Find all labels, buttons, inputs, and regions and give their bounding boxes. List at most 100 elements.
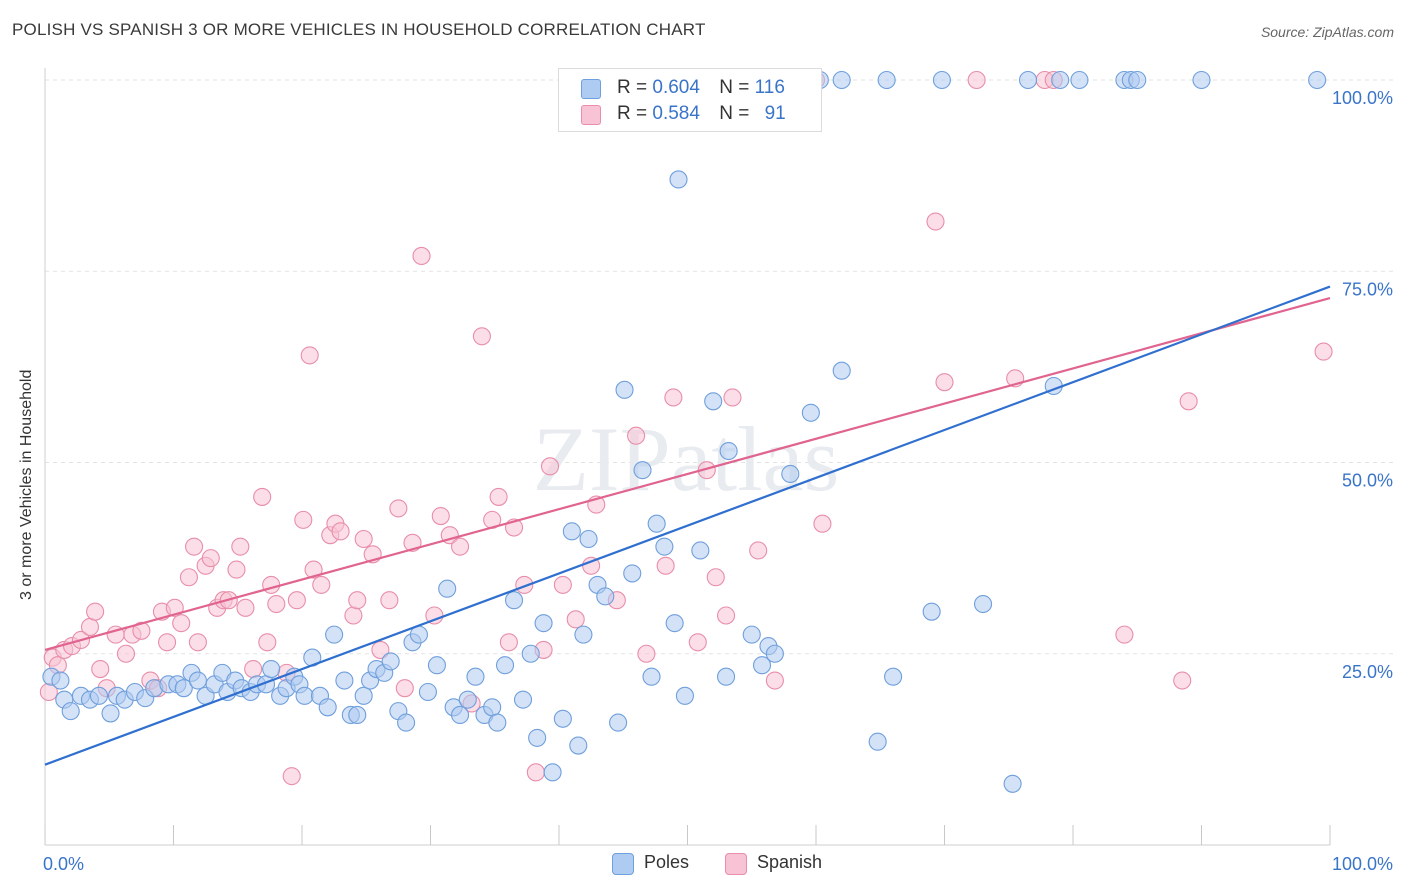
data-point-poles bbox=[647, 514, 666, 533]
data-point-poles bbox=[174, 679, 193, 698]
data-point-poles bbox=[716, 667, 736, 686]
data-point-spanish bbox=[499, 633, 518, 652]
trend-line-poles bbox=[44, 285, 1331, 766]
data-point-spanish bbox=[1179, 392, 1198, 411]
bottom-legend-label-spanish: Spanish bbox=[757, 852, 823, 872]
data-point-spanish bbox=[749, 541, 768, 560]
data-point-poles bbox=[752, 656, 772, 675]
data-point-poles bbox=[665, 614, 684, 633]
data-point-poles bbox=[579, 529, 598, 549]
data-point-spanish bbox=[1173, 671, 1192, 690]
bottom-legend-label-poles: Poles bbox=[644, 852, 690, 872]
legend-n-label: N = bbox=[719, 103, 750, 124]
data-point-spanish bbox=[185, 537, 204, 556]
data-point-poles bbox=[1308, 70, 1327, 90]
data-point-spanish bbox=[91, 659, 110, 679]
data-point-spanish bbox=[344, 606, 363, 625]
data-point-poles bbox=[451, 705, 470, 725]
legend-r-label: R = bbox=[617, 77, 648, 98]
data-point-spanish bbox=[656, 556, 675, 575]
data-point-spanish bbox=[287, 591, 306, 610]
legend-n-value-spanish: 91 bbox=[764, 103, 786, 124]
data-point-poles bbox=[1051, 70, 1070, 90]
data-point-spanish bbox=[431, 506, 450, 526]
data-point-poles bbox=[528, 728, 547, 747]
data-point-spanish bbox=[412, 246, 431, 265]
data-point-poles bbox=[295, 686, 314, 705]
data-point-poles bbox=[832, 70, 851, 90]
data-point-poles bbox=[466, 667, 485, 686]
data-point-poles bbox=[1128, 70, 1147, 90]
trend-line-spanish bbox=[44, 296, 1331, 651]
data-point-spanish bbox=[244, 659, 263, 679]
y-tick-label: 75.0% bbox=[1342, 279, 1393, 299]
data-point-poles bbox=[1018, 70, 1038, 90]
legend-swatch-poles bbox=[581, 79, 601, 99]
data-point-spanish bbox=[132, 621, 151, 640]
data-point-spanish bbox=[451, 537, 470, 556]
series-poles-points bbox=[42, 70, 1327, 793]
data-point-poles bbox=[765, 644, 784, 663]
y-tick-label: 100.0% bbox=[1332, 88, 1393, 108]
bottom-legend-swatch-poles bbox=[612, 853, 634, 875]
data-point-poles bbox=[832, 361, 851, 380]
data-point-poles bbox=[704, 392, 723, 411]
data-point-poles bbox=[61, 702, 80, 721]
data-point-poles bbox=[188, 671, 207, 690]
data-point-spanish bbox=[300, 346, 319, 365]
data-point-poles bbox=[884, 667, 903, 686]
data-point-poles bbox=[397, 713, 416, 732]
legend-r-label: R = bbox=[617, 103, 648, 124]
data-point-poles bbox=[596, 587, 615, 606]
data-point-spanish bbox=[967, 70, 986, 90]
data-point-spanish bbox=[158, 633, 177, 652]
tick-labels: 25.0% 50.0% 75.0% 100.0% 0.0% 100.0% bbox=[43, 88, 1393, 874]
legend-n-value-poles: 116 bbox=[754, 77, 785, 98]
data-point-spanish bbox=[312, 575, 331, 594]
source-credit: Source: ZipAtlas.com bbox=[1261, 24, 1394, 40]
legend-r-value-spanish: 0.584 bbox=[652, 103, 700, 124]
data-point-poles bbox=[262, 659, 281, 679]
data-point-poles bbox=[569, 736, 588, 755]
data-point-poles bbox=[543, 763, 562, 782]
data-point-poles bbox=[488, 713, 507, 732]
data-point-spanish bbox=[86, 602, 105, 621]
data-point-poles bbox=[669, 170, 688, 189]
data-point-poles bbox=[354, 686, 373, 705]
data-point-poles bbox=[633, 461, 652, 480]
data-point-poles bbox=[51, 671, 70, 690]
data-point-spanish bbox=[688, 633, 707, 652]
data-point-poles bbox=[348, 705, 367, 725]
stats-legend: R = 0.604 N = 116 R = 0.584 N = 91 bbox=[558, 68, 822, 132]
data-point-spanish bbox=[380, 591, 399, 610]
data-point-poles bbox=[1070, 70, 1089, 90]
watermark: ZIPatlas bbox=[533, 408, 840, 510]
data-point-poles bbox=[418, 682, 437, 702]
y-tick-label: 50.0% bbox=[1342, 471, 1393, 491]
data-point-poles bbox=[553, 709, 572, 728]
data-point-poles bbox=[101, 704, 120, 723]
data-point-spanish bbox=[723, 388, 742, 407]
data-point-poles bbox=[623, 564, 642, 583]
legend-r-value-poles: 0.604 bbox=[652, 77, 700, 98]
grid-lines bbox=[45, 79, 1395, 655]
data-point-spanish bbox=[472, 327, 491, 346]
data-point-poles bbox=[318, 698, 337, 717]
data-point-spanish bbox=[664, 388, 683, 407]
data-point-poles bbox=[89, 686, 109, 705]
data-point-spanish bbox=[706, 568, 725, 587]
data-point-poles bbox=[868, 732, 887, 751]
data-point-poles bbox=[483, 698, 502, 717]
data-point-poles bbox=[381, 652, 400, 671]
data-point-spanish bbox=[267, 594, 286, 614]
data-point-poles bbox=[504, 591, 524, 610]
data-point-spanish bbox=[627, 426, 646, 445]
data-point-spanish bbox=[515, 575, 534, 594]
data-point-spanish bbox=[540, 457, 560, 476]
y-tick-label: 25.0% bbox=[1342, 662, 1393, 682]
x-tick-label-max: 100.0% bbox=[1332, 854, 1393, 874]
data-point-spanish bbox=[80, 617, 100, 637]
data-point-poles bbox=[574, 625, 593, 644]
legend-n-label: N = bbox=[719, 77, 750, 98]
data-point-poles bbox=[438, 579, 457, 598]
